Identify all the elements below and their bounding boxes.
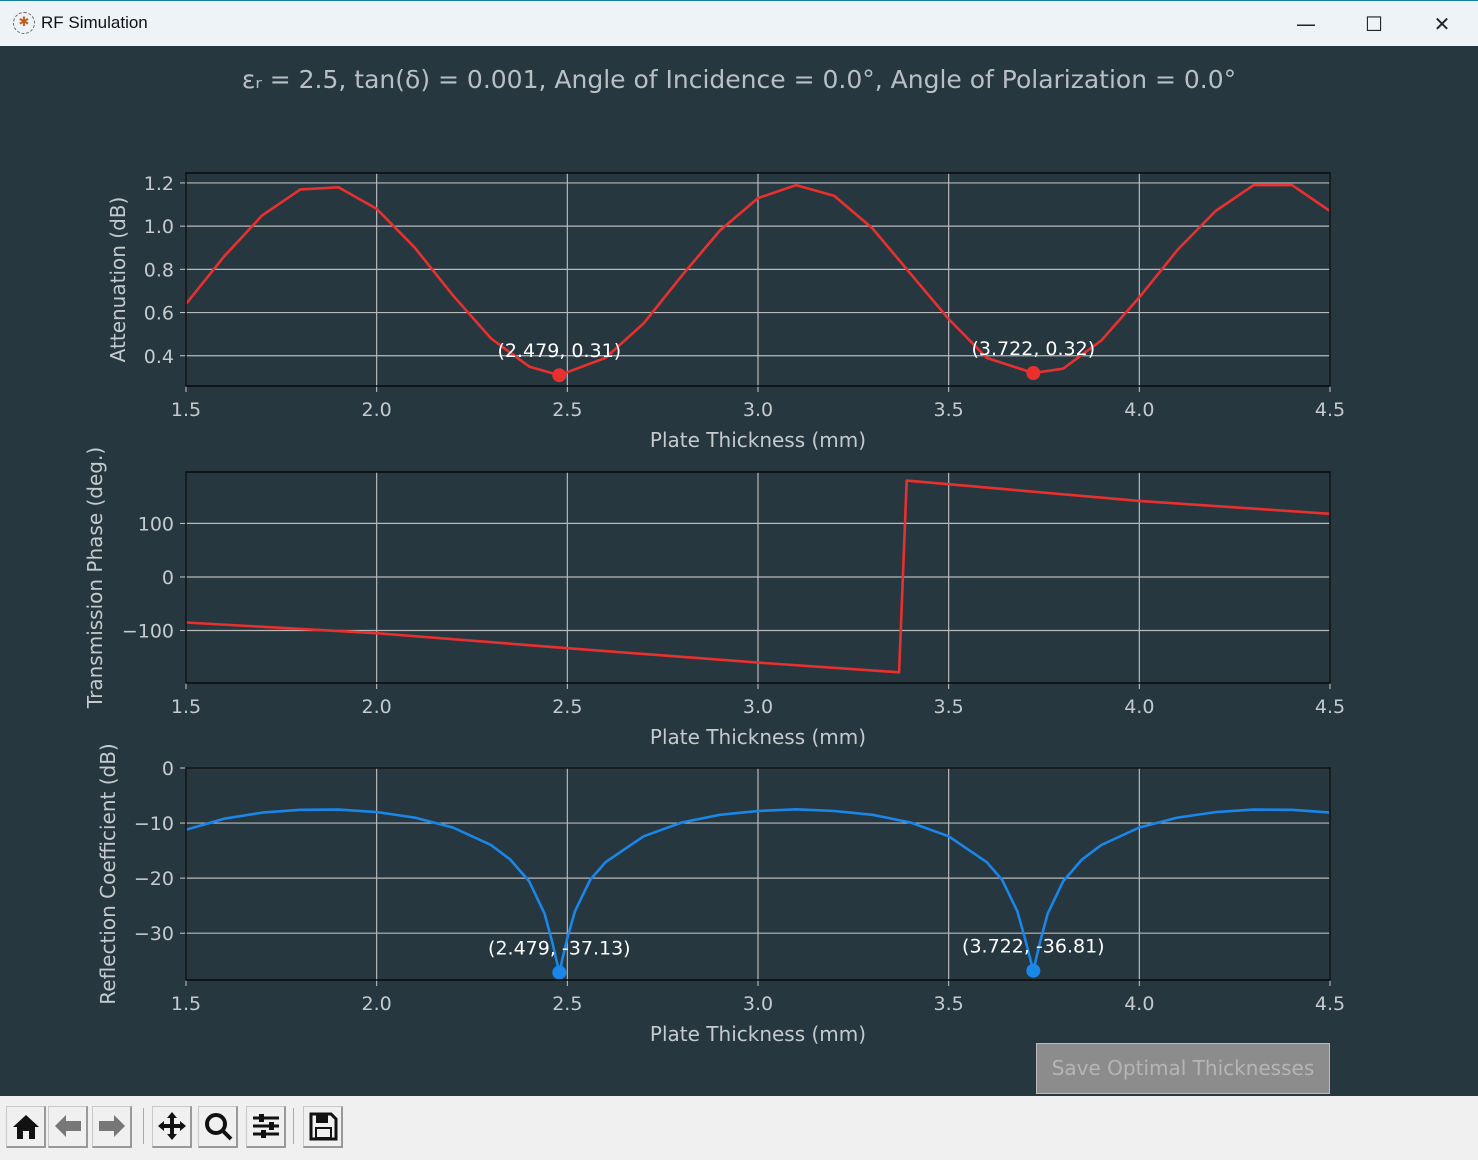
zoom-button[interactable] xyxy=(198,1106,238,1148)
forward-button[interactable] xyxy=(92,1106,132,1148)
configure-subplots-button[interactable] xyxy=(246,1106,286,1148)
y-tick-label: 0.6 xyxy=(144,303,174,325)
axes-frame xyxy=(185,172,1331,387)
x-axis-label: Plate Thickness (mm) xyxy=(650,428,866,452)
figure-canvas[interactable]: εᵣ = 2.5, tan(δ) = 0.001, Angle of Incid… xyxy=(0,46,1478,1096)
pan-button[interactable] xyxy=(152,1106,192,1148)
x-tick-label: 2.0 xyxy=(362,696,392,718)
optimum-marker xyxy=(552,368,567,383)
y-tick-label: 0 xyxy=(162,567,174,589)
y-tick-label: 0.8 xyxy=(144,259,174,281)
x-tick-label: 2.0 xyxy=(362,399,392,421)
save-figure-button[interactable] xyxy=(303,1106,343,1148)
x-tick-label: 3.5 xyxy=(934,993,964,1015)
minimize-icon: — xyxy=(1296,12,1316,36)
zoom-icon xyxy=(205,1113,233,1141)
optimum-annotation: (3.722, -36.81) xyxy=(962,936,1105,958)
configure-subplots-icon xyxy=(253,1114,279,1138)
toolbar-separator xyxy=(143,1108,144,1144)
x-axis-label: Plate Thickness (mm) xyxy=(650,1022,866,1046)
x-tick-label: 4.5 xyxy=(1315,696,1345,718)
x-tick-label: 1.5 xyxy=(171,993,201,1015)
optimum-marker xyxy=(1026,963,1041,978)
optimum-marker xyxy=(552,965,567,980)
y-tick-label: 1.2 xyxy=(144,173,174,195)
optimum-marker xyxy=(1026,366,1041,381)
x-tick-label: 2.5 xyxy=(552,696,582,718)
x-tick-label: 3.5 xyxy=(934,696,964,718)
maximize-button[interactable]: ☐ xyxy=(1340,1,1408,47)
subplot-1: 1.5 2.0 2.5 3.0 3.5 4.0 4.5 0.4 0.6 0.8 1.0 1.2 (2.4… xyxy=(106,172,1345,452)
subplot-3: 1.5 2.0 2.5 3.0 3.5 4.0 4.5 −30 −20 −10 0 (2.479, -… xyxy=(96,743,1345,1046)
y-tick-label: 0.4 xyxy=(144,346,174,368)
x-tick-label: 2.0 xyxy=(362,993,392,1015)
app-icon: ✱ xyxy=(13,12,35,34)
minimize-button[interactable]: — xyxy=(1272,1,1340,47)
y-axis-label: Transmission Phase (deg.) xyxy=(83,447,107,709)
close-button[interactable]: ✕ xyxy=(1408,1,1476,47)
x-tick-label: 3.5 xyxy=(934,399,964,421)
series-line xyxy=(184,183,1331,377)
optimum-annotation: (2.479, -37.13) xyxy=(488,937,631,959)
y-tick-label: −30 xyxy=(134,923,174,945)
x-tick-label: 4.5 xyxy=(1315,993,1345,1015)
x-tick-label: 4.0 xyxy=(1124,696,1154,718)
toolbar-separator xyxy=(293,1108,294,1144)
maximize-icon: ☐ xyxy=(1365,12,1383,36)
title-bar: ✱ RF Simulation — ☐ ✕ xyxy=(0,0,1478,46)
x-tick-label: 4.5 xyxy=(1315,399,1345,421)
y-axis-label: Reflection Coefficient (dB) xyxy=(96,743,120,1004)
x-tick-label: 1.5 xyxy=(171,399,201,421)
x-tick-label: 4.0 xyxy=(1124,993,1154,1015)
axes-frame xyxy=(185,471,1331,684)
navigation-toolbar xyxy=(0,1096,1478,1160)
optimum-annotation: (3.722, 0.32) xyxy=(972,338,1096,360)
save-icon xyxy=(309,1112,338,1141)
forward-arrow-icon xyxy=(99,1115,125,1137)
close-icon: ✕ xyxy=(1433,12,1451,36)
home-icon xyxy=(13,1115,39,1139)
y-tick-label: 0 xyxy=(162,758,174,780)
optimum-annotation: (2.479, 0.31) xyxy=(498,340,622,362)
window-title: RF Simulation xyxy=(41,13,148,32)
x-tick-label: 3.0 xyxy=(743,993,773,1015)
x-tick-label: 2.5 xyxy=(552,399,582,421)
y-tick-label: −100 xyxy=(122,621,174,643)
back-arrow-icon xyxy=(55,1115,81,1137)
save-optimal-thicknesses-button[interactable]: Save Optimal Thicknesses xyxy=(1036,1043,1330,1094)
series-line xyxy=(185,479,1331,674)
subplot-2: 1.5 2.0 2.5 3.0 3.5 4.0 4.5 −100 0 100 Plate Thick… xyxy=(83,447,1345,749)
figure-title: εᵣ = 2.5, tan(δ) = 0.001, Angle of Incid… xyxy=(242,65,1236,94)
series-line xyxy=(185,808,1331,974)
axes-frame xyxy=(185,767,1331,981)
y-tick-label: 1.0 xyxy=(144,216,174,238)
x-axis-label: Plate Thickness (mm) xyxy=(650,725,866,749)
x-tick-label: 4.0 xyxy=(1124,399,1154,421)
y-tick-label: 100 xyxy=(138,513,174,535)
y-tick-label: −20 xyxy=(134,868,174,890)
pan-icon xyxy=(158,1112,186,1140)
x-tick-label: 1.5 xyxy=(171,696,201,718)
x-tick-label: 3.0 xyxy=(743,399,773,421)
home-button[interactable] xyxy=(6,1106,46,1148)
y-tick-label: −10 xyxy=(134,813,174,835)
x-tick-label: 2.5 xyxy=(552,993,582,1015)
y-axis-label: Attenuation (dB) xyxy=(106,197,130,363)
x-tick-label: 3.0 xyxy=(743,696,773,718)
back-button[interactable] xyxy=(48,1106,88,1148)
